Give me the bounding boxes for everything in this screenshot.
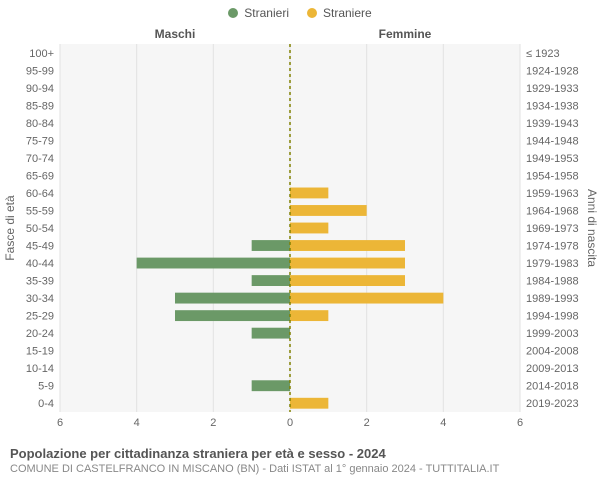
pyramid-chart: 0 2 2 4 4 6 6 100+ ≤ 1923 95-99 1924-1928 90-94 1929… [0,22,600,442]
year-label: 1939-1943 [526,118,579,130]
age-label: 55-59 [26,205,54,217]
legend-item-male: Stranieri [228,6,289,20]
year-label: 2009-2013 [526,363,579,375]
bar-female [290,275,405,286]
chart-container: 0 2 2 4 4 6 6 100+ ≤ 1923 95-99 1924-1928 90-94 1929… [0,22,600,442]
year-label: 1974-1978 [526,241,579,253]
bar-female [290,223,328,234]
age-label: 85-89 [26,100,54,112]
bar-male [252,240,290,251]
x-tick-right: 0 [287,417,293,429]
age-label: 40-44 [26,258,54,270]
age-label: 20-24 [26,328,54,340]
x-tick-right: 6 [517,417,523,429]
footer-source: COMUNE DI CASTELFRANCO IN MISCANO (BN) -… [10,463,590,475]
legend-swatch-female [307,8,317,18]
age-label: 0-4 [38,398,54,410]
bar-male [252,380,290,391]
age-label: 80-84 [26,118,54,130]
age-label: 5-9 [38,381,54,393]
age-label: 25-29 [26,311,54,323]
year-label: 1929-1933 [526,83,579,95]
bar-female [290,205,367,216]
bar-female [290,188,328,199]
year-label: 1959-1963 [526,188,579,200]
year-label: 1954-1958 [526,170,579,182]
age-label: 75-79 [26,135,54,147]
bar-female [290,258,405,269]
year-label: 1944-1948 [526,135,579,147]
age-label: 10-14 [26,363,54,375]
x-tick-left: 2 [210,417,216,429]
legend: Stranieri Straniere [0,0,600,22]
age-label: 30-34 [26,293,54,305]
age-label: 50-54 [26,223,54,235]
age-label: 100+ [29,48,54,60]
age-label: 45-49 [26,241,54,253]
year-label: 1984-1988 [526,276,579,288]
year-label: 1924-1928 [526,65,579,77]
year-label: 1949-1953 [526,153,579,165]
bar-female [290,293,443,304]
x-tick-left: 4 [134,417,140,429]
bar-female [290,240,405,251]
x-tick-right: 2 [364,417,370,429]
footer-title: Popolazione per cittadinanza straniera p… [10,446,590,461]
bar-male [175,310,290,321]
year-label: 2019-2023 [526,398,579,410]
age-label: 95-99 [26,65,54,77]
year-label: 1979-1983 [526,258,579,270]
bar-male [252,328,290,339]
year-label: 1999-2003 [526,328,579,340]
age-label: 65-69 [26,170,54,182]
age-label: 70-74 [26,153,54,165]
year-label: 2014-2018 [526,381,579,393]
year-label: 1989-1993 [526,293,579,305]
age-label: 90-94 [26,83,54,95]
year-label: 1964-1968 [526,205,579,217]
bar-male [252,275,290,286]
age-label: 35-39 [26,276,54,288]
y-right-title: Anni di nascita [585,189,599,267]
bar-male [175,293,290,304]
year-label: ≤ 1923 [526,48,560,60]
x-tick-left: 6 [57,417,63,429]
age-label: 60-64 [26,188,54,200]
age-label: 15-19 [26,346,54,358]
male-panel-title: Maschi [155,27,196,41]
female-panel-title: Femmine [379,27,432,41]
year-label: 1994-1998 [526,311,579,323]
year-label: 1969-1973 [526,223,579,235]
x-tick-right: 4 [440,417,446,429]
y-left-title: Fasce di età [3,195,17,261]
legend-item-female: Straniere [307,6,372,20]
bar-male [137,258,290,269]
legend-swatch-male [228,8,238,18]
year-label: 1934-1938 [526,100,579,112]
bar-female [290,398,328,409]
footer: Popolazione per cittadinanza straniera p… [0,442,600,475]
legend-label-female: Straniere [323,6,372,20]
year-label: 2004-2008 [526,346,579,358]
bar-female [290,310,328,321]
legend-label-male: Stranieri [244,6,289,20]
